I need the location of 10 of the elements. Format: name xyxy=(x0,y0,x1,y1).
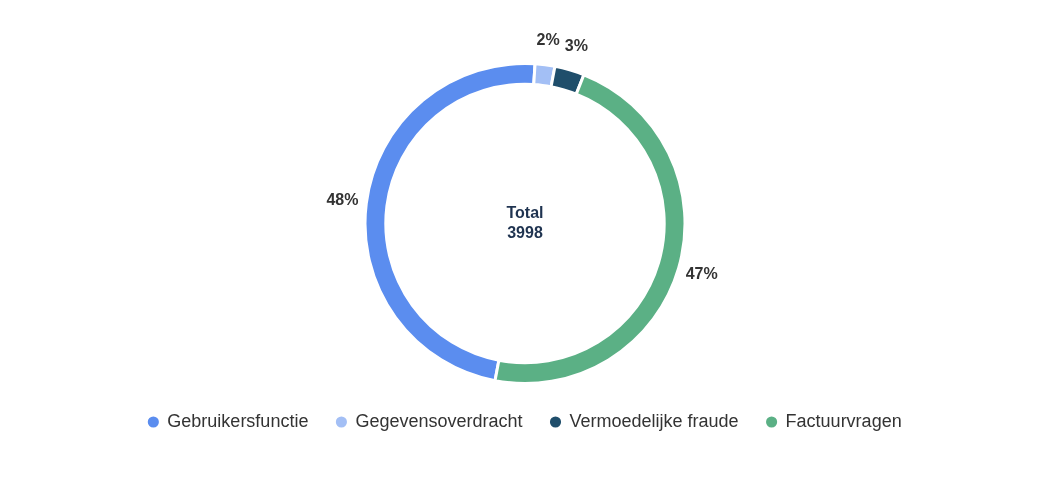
text: Total xyxy=(506,203,544,221)
data-label: 48% xyxy=(326,190,359,208)
legend-label: Gegevensoverdracht xyxy=(355,410,523,431)
data-label: 47% xyxy=(685,265,718,283)
data-label: 3% xyxy=(564,37,588,55)
text: 3998 xyxy=(507,223,543,241)
legend-label: Factuurvragen xyxy=(785,410,902,431)
data-label: 2% xyxy=(536,31,560,49)
legend-label: Vermoedelijke fraude xyxy=(569,410,739,431)
legend-label: Gebruikersfunctie xyxy=(167,410,309,431)
